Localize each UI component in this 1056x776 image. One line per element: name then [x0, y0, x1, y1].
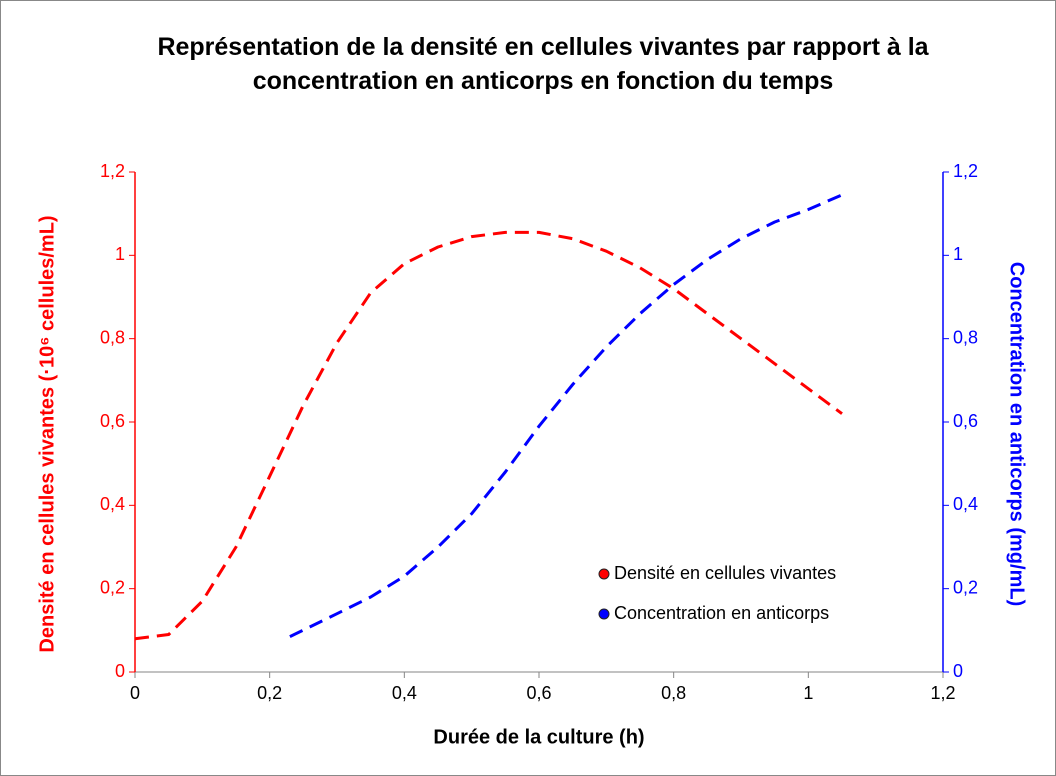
legend-label: Concentration en anticorps	[614, 603, 829, 623]
x-tick-label: 1	[803, 683, 813, 703]
y2-tick-label: 1,2	[953, 161, 978, 181]
y-tick-label: 1,2	[100, 161, 125, 181]
x-tick-label: 1,2	[930, 683, 955, 703]
y-tick-label: 0,4	[100, 494, 125, 514]
x-axis-label: Durée de la culture (h)	[433, 726, 644, 748]
y2-tick-label: 0,6	[953, 411, 978, 431]
y2-tick-label: 0,8	[953, 327, 978, 347]
y-axis-label: Densité en cellules vivantes (·10⁶ cellu…	[36, 215, 58, 652]
x-tick-label: 0,6	[526, 683, 551, 703]
y2-tick-label: 0	[953, 661, 963, 681]
legend-marker	[598, 608, 610, 620]
x-tick-label: 0,2	[257, 683, 282, 703]
x-tick-label: 0	[130, 683, 140, 703]
x-tick-label: 0,8	[661, 683, 686, 703]
legend-label: Densité en cellules vivantes	[614, 563, 836, 583]
y-tick-label: 0	[115, 661, 125, 681]
data-line	[289, 193, 843, 638]
data-line	[134, 230, 843, 641]
legend-marker	[598, 568, 610, 580]
y2-tick-label: 0,2	[953, 577, 978, 597]
y-tick-label: 0,2	[100, 577, 125, 597]
x-tick-label: 0,4	[392, 683, 417, 703]
chart-title: Représentation de la densité en cellules…	[157, 33, 929, 95]
y2-tick-label: 0,4	[953, 494, 978, 514]
y-tick-label: 0,6	[100, 411, 125, 431]
y-tick-label: 1	[115, 244, 125, 264]
y-tick-label: 0,8	[100, 327, 125, 347]
y2-axis-label: Concentration en anticorps (mg/mL)	[1006, 262, 1028, 606]
y2-tick-label: 1	[953, 244, 963, 264]
